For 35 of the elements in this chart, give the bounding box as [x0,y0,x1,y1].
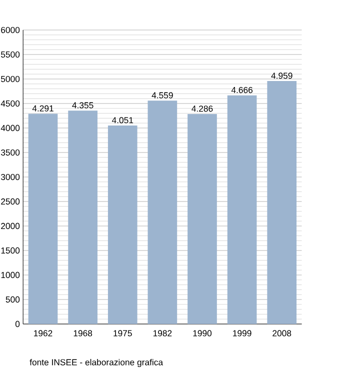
y-tick-label: 2500 [1,198,20,205]
bar [108,126,138,324]
y-tick-label: 6000 [1,26,20,34]
y-tick-label: 3500 [0,149,20,156]
x-tick-label: 1968 [74,330,92,336]
data-label: 4.959 [271,72,292,79]
bar [188,114,217,324]
data-label: 4.286 [192,106,213,112]
data-label: 4.355 [72,102,94,108]
bar [267,81,297,324]
x-tick-label: 1990 [193,330,212,336]
y-tick-label: 2000 [1,222,20,230]
y-tick-label: 500 [6,296,20,303]
bar [28,114,58,324]
source-note: fonte INSEE - elaborazione grafica [30,358,164,368]
y-tick-label: 3000 [0,174,20,180]
y-tick-label: 5000 [1,76,20,82]
x-tick-label: 1962 [34,330,52,336]
x-tick-label: 1999 [233,330,252,336]
x-tick-label: 2008 [272,330,292,336]
data-label: 4.559 [152,92,173,98]
bar [227,95,257,324]
y-tick-label: 4000 [0,124,20,132]
y-tick-label: 0 [15,320,20,328]
y-tick-label: 1000 [1,272,20,278]
x-tick-label: 1982 [153,330,172,336]
x-tick-label: 1975 [114,330,132,336]
data-label: 4.051 [112,117,134,124]
data-label: 4.291 [32,105,54,112]
data-label: 4.666 [231,86,253,94]
bar [148,100,178,324]
y-tick-label: 4500 [0,100,20,107]
bar [68,110,98,324]
y-tick-label: 1500 [1,247,20,254]
y-tick-label: 5500 [1,51,20,58]
